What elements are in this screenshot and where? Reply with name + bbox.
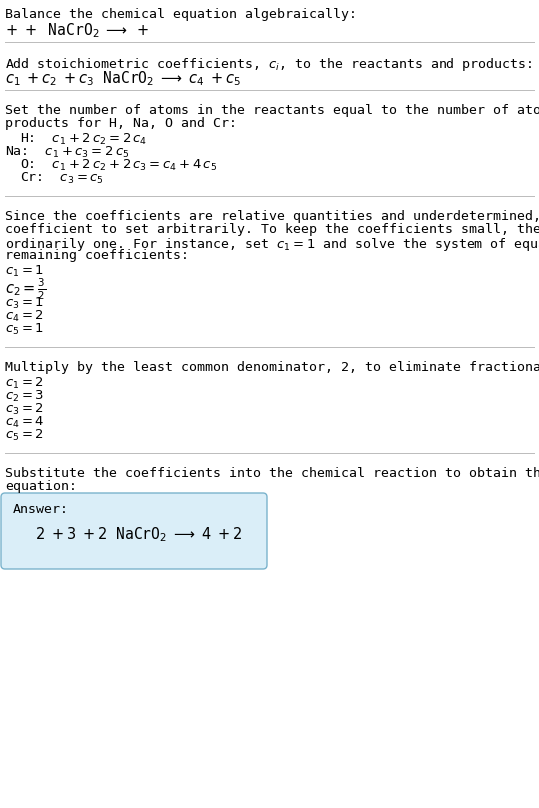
Text: O:  $c_1 + 2\,c_2 + 2\,c_3 = c_4 + 4\,c_5$: O: $c_1 + 2\,c_2 + 2\,c_3 = c_4 + 4\,c_5… [20, 158, 217, 173]
Text: $c_2 = \frac{3}{2}$: $c_2 = \frac{3}{2}$ [5, 277, 46, 302]
Text: remaining coefficients:: remaining coefficients: [5, 249, 189, 262]
Text: ordinarily one. For instance, set $c_1 = 1$ and solve the system of equations fo: ordinarily one. For instance, set $c_1 =… [5, 236, 539, 253]
Text: Balance the chemical equation algebraically:: Balance the chemical equation algebraica… [5, 8, 357, 21]
FancyBboxPatch shape [1, 493, 267, 569]
Text: $c_3 = 1$: $c_3 = 1$ [5, 296, 44, 311]
Text: $c_4 = 4$: $c_4 = 4$ [5, 415, 44, 430]
Text: Multiply by the least common denominator, 2, to eliminate fractional coefficient: Multiply by the least common denominator… [5, 361, 539, 374]
Text: $c_2 = 3$: $c_2 = 3$ [5, 389, 44, 404]
Text: $c_3 = 2$: $c_3 = 2$ [5, 402, 44, 417]
Text: $c_5 = 2$: $c_5 = 2$ [5, 428, 44, 443]
Text: $c_4 = 2$: $c_4 = 2$ [5, 309, 44, 324]
Text: Answer:: Answer: [13, 503, 69, 516]
Text: $2\; +3\; +2$ NaCrO$_2\;\longrightarrow\; 4\; +2$: $2\; +3\; +2$ NaCrO$_2\;\longrightarrow\… [35, 525, 243, 544]
Text: Cr:  $c_3 = c_5$: Cr: $c_3 = c_5$ [20, 171, 104, 186]
Text: products for H, Na, O and Cr:: products for H, Na, O and Cr: [5, 117, 237, 130]
Text: $c_1 = 1$: $c_1 = 1$ [5, 264, 44, 279]
Text: $c_1\; +c_2\; +c_3$ NaCrO$_2\;\longrightarrow\; c_4\; +c_5$: $c_1\; +c_2\; +c_3$ NaCrO$_2\;\longright… [5, 69, 241, 88]
Text: $+\; +$ NaCrO$_2\;\longrightarrow\; +$: $+\; +$ NaCrO$_2\;\longrightarrow\; +$ [5, 21, 149, 40]
Text: equation:: equation: [5, 480, 77, 493]
Text: Set the number of atoms in the reactants equal to the number of atoms in the: Set the number of atoms in the reactants… [5, 104, 539, 117]
Text: $c_1 = 2$: $c_1 = 2$ [5, 376, 44, 391]
Text: Na:  $c_1 + c_3 = 2\,c_5$: Na: $c_1 + c_3 = 2\,c_5$ [5, 145, 129, 160]
Text: $c_5 = 1$: $c_5 = 1$ [5, 322, 44, 337]
Text: Substitute the coefficients into the chemical reaction to obtain the balanced: Substitute the coefficients into the che… [5, 467, 539, 480]
Text: Add stoichiometric coefficients, $c_i$, to the reactants and products:: Add stoichiometric coefficients, $c_i$, … [5, 56, 533, 73]
Text: H:  $c_1 + 2\,c_2 = 2\,c_4$: H: $c_1 + 2\,c_2 = 2\,c_4$ [20, 132, 147, 147]
Text: coefficient to set arbitrarily. To keep the coefficients small, the arbitrary va: coefficient to set arbitrarily. To keep … [5, 223, 539, 236]
Text: Since the coefficients are relative quantities and underdetermined, choose a: Since the coefficients are relative quan… [5, 210, 539, 223]
